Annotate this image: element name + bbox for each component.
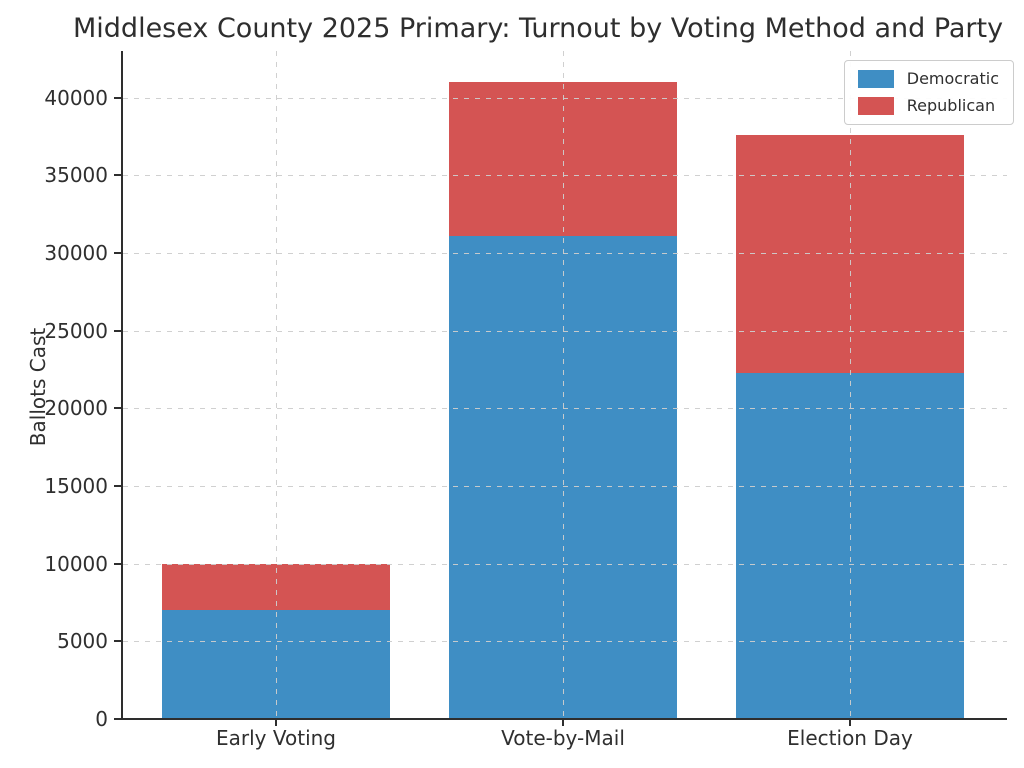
y-axis-label: Ballots Cast — [26, 327, 50, 447]
y-tick-label: 5000 — [57, 629, 108, 654]
y-gridline — [123, 175, 1007, 177]
chart-title: Middlesex County 2025 Primary: Turnout b… — [73, 13, 1004, 44]
y-tick-label: 20000 — [44, 396, 108, 421]
y-gridline — [123, 97, 1007, 99]
legend-item-democratic: Democratic — [857, 69, 999, 88]
y-gridline — [123, 641, 1007, 643]
legend-swatch-democratic — [857, 70, 894, 88]
y-tick-mark — [114, 174, 121, 177]
y-gridline — [123, 330, 1007, 332]
x-tick-mark — [849, 719, 851, 726]
y-tick-label: 35000 — [44, 163, 108, 188]
x-tick-mark — [275, 719, 277, 726]
y-gridline — [123, 563, 1007, 565]
legend-label-democratic: Democratic — [906, 69, 999, 88]
y-tick-mark — [114, 640, 121, 643]
y-gridline — [123, 408, 1007, 410]
x-gridline — [563, 51, 564, 719]
x-tick-label: Vote-by-Mail — [501, 726, 625, 750]
y-tick-mark — [114, 96, 121, 99]
y-tick-label: 30000 — [44, 240, 108, 265]
y-tick-label: 25000 — [44, 318, 108, 343]
y-tick-mark — [114, 407, 121, 410]
legend: Democratic Republican — [843, 60, 1014, 125]
x-gridline — [276, 51, 277, 719]
y-gridline — [123, 485, 1007, 487]
x-tick-label: Election Day — [787, 726, 913, 750]
x-axis-spine — [121, 718, 1007, 720]
x-gridline — [850, 51, 851, 719]
legend-label-republican: Republican — [906, 96, 996, 115]
y-tick-mark — [114, 484, 121, 487]
y-tick-label: 15000 — [44, 473, 108, 498]
y-tick-label: 0 — [95, 707, 108, 731]
legend-item-republican: Republican — [857, 96, 999, 115]
legend-swatch-republican — [857, 97, 894, 115]
y-gridline — [123, 252, 1007, 254]
x-tick-label: Early Voting — [216, 726, 336, 750]
y-tick-mark — [114, 562, 121, 565]
y-tick-mark — [114, 718, 121, 720]
y-tick-label: 40000 — [44, 85, 108, 110]
x-tick-mark — [562, 719, 564, 726]
y-axis-spine — [121, 51, 123, 719]
y-tick-mark — [114, 329, 121, 332]
y-tick-label: 10000 — [44, 551, 108, 576]
y-tick-mark — [114, 251, 121, 254]
